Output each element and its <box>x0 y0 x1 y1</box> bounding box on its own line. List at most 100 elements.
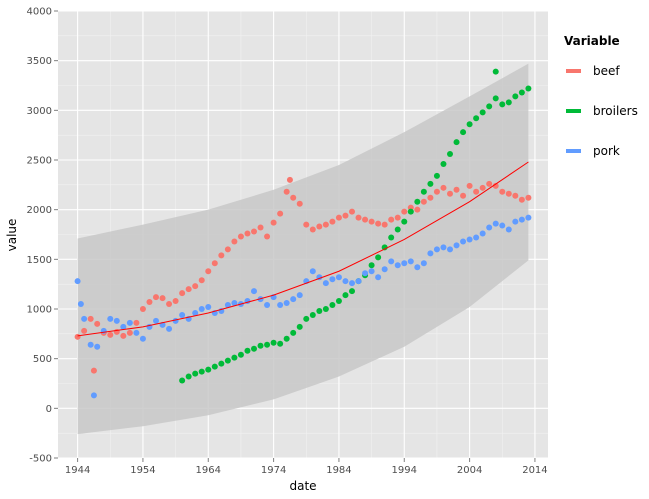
pork-point <box>381 266 388 273</box>
beef-point <box>290 194 297 201</box>
pork-point <box>120 323 127 330</box>
beef-point <box>264 233 271 240</box>
pork-point <box>139 335 146 342</box>
pork-point <box>296 292 303 299</box>
beef-point <box>231 238 238 245</box>
beef-point <box>335 214 342 221</box>
y-tick-label: 2500 <box>27 156 52 167</box>
beef-point <box>192 283 199 290</box>
pork-point <box>322 280 329 287</box>
broilers-point <box>218 360 225 367</box>
pork-point <box>525 214 532 221</box>
broilers-point <box>525 85 532 92</box>
broilers-point <box>440 160 447 167</box>
broilers-point <box>264 341 271 348</box>
pork-point <box>414 264 421 271</box>
confidence-band <box>77 63 529 435</box>
beef-point <box>211 260 218 267</box>
x-axis-ticks: 1944 1954 1964 1974 1984 1994 2004 2014 <box>65 458 548 476</box>
broilers-point <box>479 109 486 116</box>
pork-point <box>473 234 480 241</box>
broilers-point <box>257 342 264 349</box>
pork-point <box>518 216 525 223</box>
beef-point <box>107 331 114 338</box>
pork-point <box>427 250 434 257</box>
x-tick-label: 1984 <box>326 465 351 476</box>
pork-point <box>309 268 316 275</box>
broilers-point <box>486 103 493 110</box>
pork-point <box>153 317 159 324</box>
beef-point <box>286 176 293 183</box>
pork-point <box>290 296 297 303</box>
broilers-point <box>205 366 212 373</box>
broilers-point <box>192 370 199 377</box>
broilers-point <box>420 188 427 195</box>
beef-point <box>401 208 408 215</box>
broilers-point <box>296 323 303 330</box>
beef-point <box>362 216 369 223</box>
beef-point <box>316 223 323 230</box>
beef-point <box>460 192 467 199</box>
pork-point <box>499 222 506 229</box>
beef-point <box>486 180 493 187</box>
y-tick-label: 3000 <box>27 106 52 117</box>
beef-point <box>139 306 146 312</box>
beef-point <box>205 268 212 275</box>
pork-point <box>231 300 238 307</box>
y-tick-label: 3500 <box>27 56 52 67</box>
pork-point <box>388 258 395 265</box>
beef-point <box>270 219 277 226</box>
beef-point <box>355 214 362 221</box>
broilers-point <box>368 262 375 269</box>
broilers-point <box>414 198 421 205</box>
broilers-point <box>407 208 414 215</box>
pork-point <box>375 274 382 281</box>
broilers-point <box>251 345 257 352</box>
beef-point <box>447 190 453 197</box>
broilers-point <box>316 307 323 314</box>
pork-point <box>368 268 375 275</box>
beef-point <box>492 182 499 189</box>
y-tick-label: 0 <box>46 404 52 415</box>
legend-label-broilers: broilers <box>593 104 638 118</box>
broilers-point <box>277 340 284 347</box>
broilers-point <box>375 254 382 261</box>
pork-point <box>420 260 427 267</box>
pork-point <box>329 276 336 283</box>
broilers-point <box>290 329 297 336</box>
beef-point <box>244 230 251 237</box>
pork-point <box>133 329 140 336</box>
x-tick-label: 1954 <box>130 465 155 476</box>
beef-point <box>388 216 395 223</box>
beef-point <box>251 228 257 235</box>
y-tick-label: 500 <box>33 354 52 365</box>
legend-key-broilers <box>566 109 581 113</box>
pork-point <box>74 278 81 285</box>
beef-point <box>518 196 525 203</box>
beef-point <box>453 186 460 193</box>
broilers-point <box>505 99 512 106</box>
pork-point <box>192 309 199 316</box>
broilers-point <box>512 93 519 100</box>
broilers-point <box>427 180 434 187</box>
pork-point <box>479 230 486 237</box>
broilers-point <box>270 339 277 346</box>
beef-point <box>237 233 244 240</box>
beef-point <box>283 188 290 195</box>
broilers-point <box>198 368 205 375</box>
pork-point <box>94 343 101 350</box>
beef-point <box>512 192 519 199</box>
y-tick-label: 2000 <box>27 205 52 216</box>
pork-point <box>433 246 440 253</box>
x-tick-label: 2004 <box>457 465 482 476</box>
broilers-point <box>453 139 460 146</box>
broilers-point <box>401 218 408 225</box>
beef-point <box>185 286 192 293</box>
broilers-point <box>309 311 316 318</box>
beef-point <box>126 329 133 336</box>
pork-point <box>90 392 97 399</box>
x-axis-title: date <box>289 479 316 493</box>
broilers-point <box>211 363 218 370</box>
broilers-point <box>499 101 506 108</box>
